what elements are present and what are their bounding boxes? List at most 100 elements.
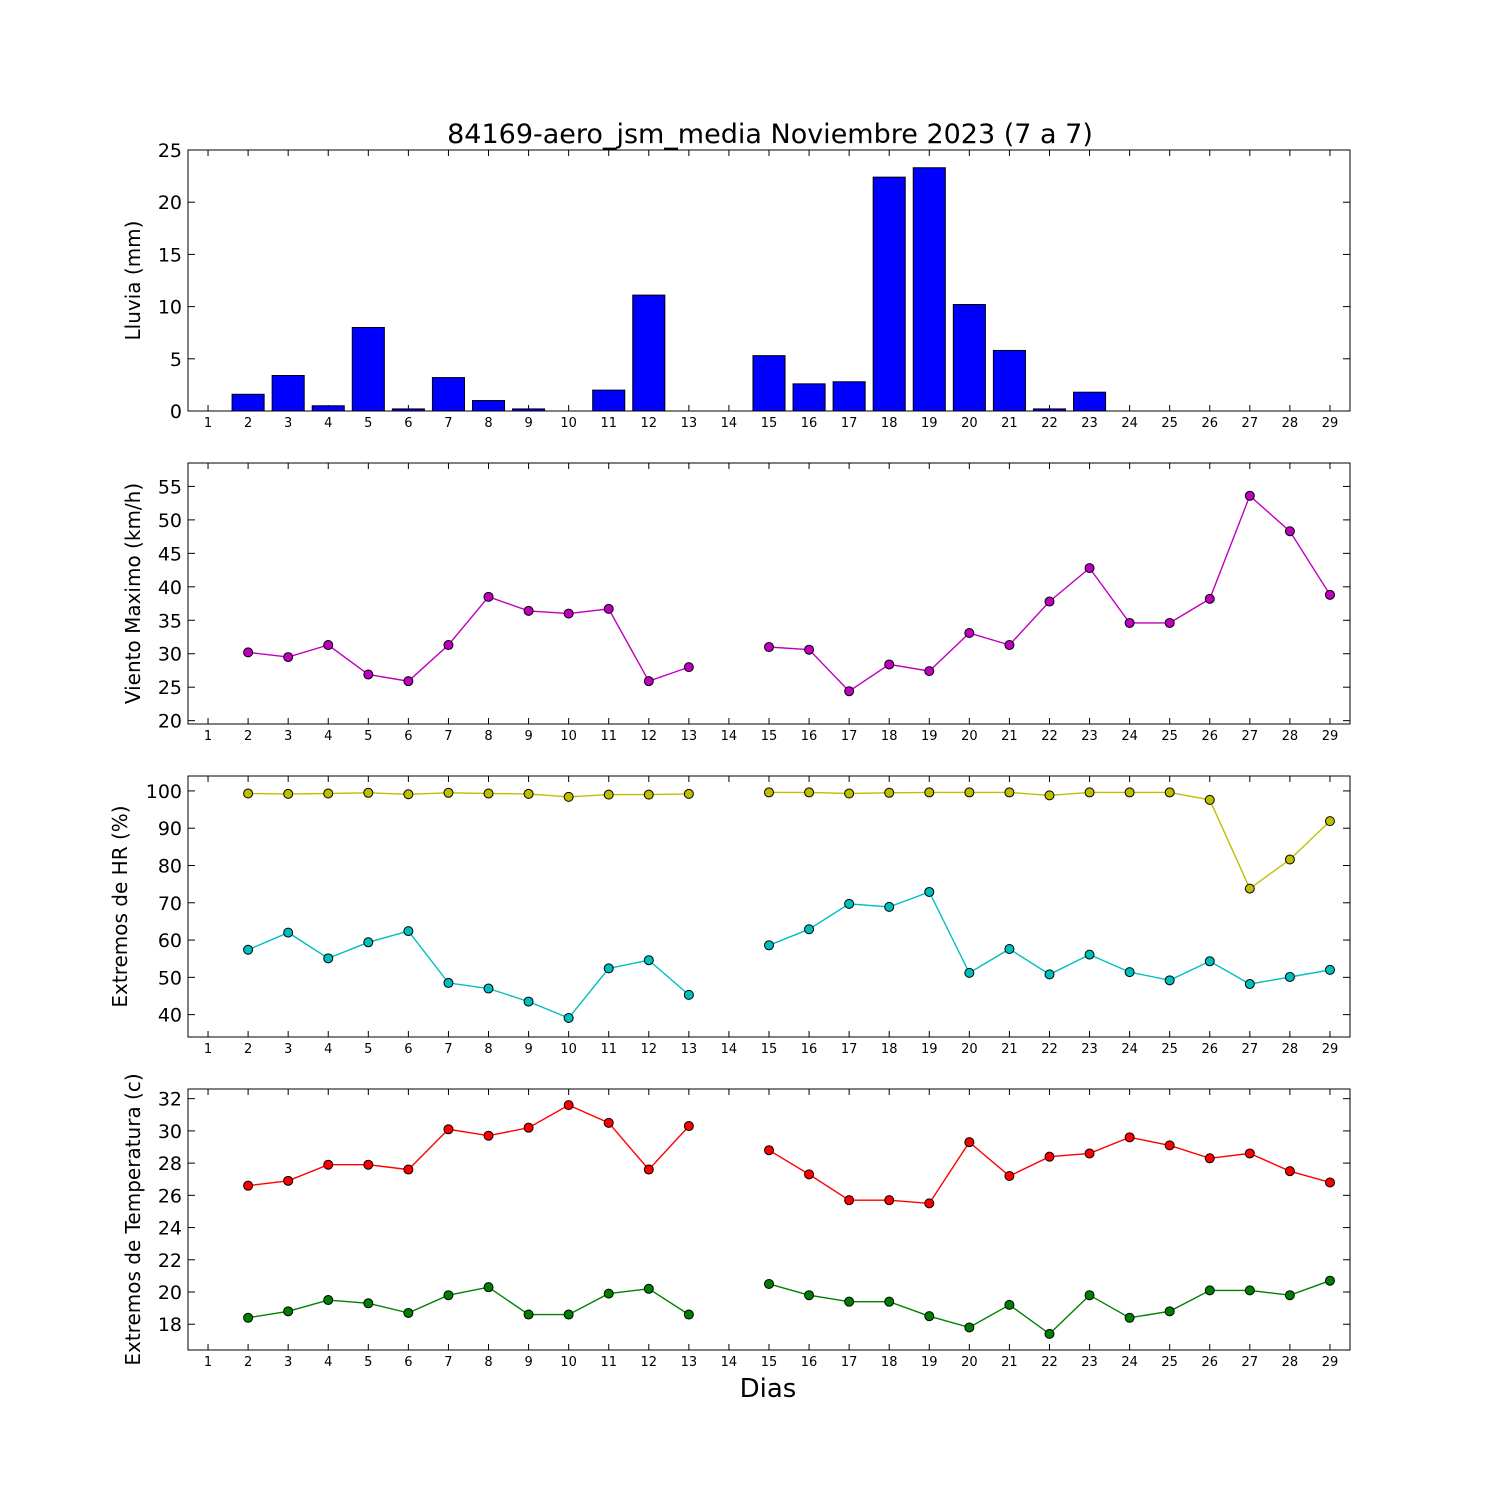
bar-day-15	[752, 355, 786, 412]
series-2-line	[247, 930, 690, 1019]
y-tick-label: 40	[158, 577, 182, 599]
x-tick-label: 3	[284, 1042, 292, 1057]
series-1-line	[768, 1136, 1331, 1205]
x-tick-label: 25	[1161, 1355, 1178, 1370]
x-tick-label: 3	[284, 729, 292, 744]
y-axis-label: Lluvia (mm)	[121, 221, 145, 341]
y-tick-label: 50	[158, 510, 182, 532]
series-2-point-day-6	[403, 1307, 414, 1318]
x-tick-label: 21	[1001, 729, 1018, 744]
bar-day-18	[872, 176, 906, 412]
x-tick-label: 18	[881, 1355, 898, 1370]
series-1-point-day-18	[884, 1195, 895, 1206]
series-2-point-day-15	[764, 1278, 774, 1289]
x-tick-label: 12	[641, 1042, 658, 1057]
series-1-line	[769, 791, 1331, 890]
x-tick-label: 13	[681, 416, 698, 431]
series-1-point-day-13	[683, 662, 694, 673]
x-tick-label: 16	[801, 416, 818, 431]
x-tick-label: 1	[204, 1355, 212, 1370]
series-2-point-day-2	[243, 1312, 254, 1323]
y-tick-label: 25	[158, 677, 182, 699]
bar-day-20	[952, 304, 986, 412]
y-tick-label: 90	[158, 818, 182, 840]
x-tick-label: 14	[721, 1355, 738, 1370]
y-tick-label: 22	[158, 1250, 182, 1272]
bar-day-6	[391, 408, 425, 412]
series-2-point-day-27	[1244, 1285, 1255, 1296]
x-tick-label: 26	[1201, 1042, 1218, 1057]
series-1-point-day-27	[1244, 490, 1255, 501]
x-tick-label: 8	[484, 1042, 492, 1057]
series-1-point-day-19	[924, 666, 935, 677]
series-1-point-day-6	[403, 676, 414, 687]
series-2-point-day-17	[844, 898, 855, 909]
x-tick-label: 26	[1201, 729, 1218, 744]
series-1-point-day-23	[1084, 563, 1095, 574]
y-tick-label: 30	[158, 1121, 182, 1143]
bar-day-7	[431, 377, 465, 412]
series-1-point-day-17	[844, 788, 855, 799]
x-tick-label: 27	[1242, 416, 1259, 431]
bar-day-8	[471, 400, 506, 412]
y-axis-label: Extremos de Temperatura (c)	[121, 1073, 145, 1365]
series-1-point-day-5	[363, 669, 374, 680]
bar-day-4	[311, 405, 345, 412]
x-tick-label: 22	[1041, 729, 1058, 744]
series-1-point-day-3	[283, 1175, 294, 1186]
y-tick-label: 35	[158, 610, 182, 632]
x-tick-label: 18	[881, 729, 898, 744]
x-tick-label: 16	[801, 1042, 818, 1057]
x-tick-label: 27	[1242, 1042, 1259, 1057]
x-tick-label: 28	[1282, 729, 1299, 744]
x-tick-label: 7	[444, 1355, 452, 1370]
series-1-point-day-22	[1044, 596, 1055, 607]
chart-title: 84169-aero_jsm_media Noviembre 2023 (7 a…	[447, 119, 1093, 150]
x-tick-label: 25	[1161, 729, 1178, 744]
y-tick-label: 18	[158, 1314, 182, 1336]
series-1-point-day-24	[1124, 617, 1135, 628]
series-1-point-day-16	[804, 1169, 815, 1180]
x-tick-label: 2	[244, 1042, 252, 1057]
series-2-point-day-9	[523, 996, 534, 1007]
series-1-point-day-21	[1004, 640, 1015, 651]
x-tick-label: 12	[641, 1355, 658, 1370]
x-tick-label: 6	[404, 1355, 412, 1370]
x-tick-label: 14	[721, 416, 738, 431]
axes-frame	[187, 462, 1351, 725]
x-tick-label: 15	[761, 1355, 778, 1370]
series-2-point-day-3	[283, 927, 294, 938]
x-tick-label: 3	[284, 416, 292, 431]
bar-day-19	[912, 167, 946, 412]
series-1-point-day-26	[1204, 593, 1215, 604]
series-1-point-day-16	[804, 644, 815, 655]
series-1-point-day-3	[283, 788, 294, 799]
series-2-point-day-4	[323, 953, 334, 964]
x-tick-label: 8	[484, 1355, 492, 1370]
x-tick-label: 5	[364, 729, 372, 744]
series-1-point-day-18	[884, 787, 895, 798]
y-tick-label: 5	[170, 349, 182, 371]
series-2-point-day-11	[603, 963, 614, 974]
series-2-point-day-8	[483, 983, 494, 994]
x-tick-label: 21	[1001, 1042, 1018, 1057]
y-axis-label: Viento Maximo (km/h)	[121, 483, 145, 704]
x-tick-label: 24	[1121, 1355, 1138, 1370]
x-tick-label: 23	[1081, 729, 1098, 744]
series-2-point-day-20	[964, 1322, 975, 1333]
series-1-point-day-21	[1004, 1171, 1015, 1181]
series-1-point-day-2	[243, 1180, 254, 1191]
x-tick-label: 10	[560, 1042, 577, 1057]
x-tick-label: 2	[244, 1355, 252, 1370]
series-2-point-day-10	[563, 1309, 574, 1320]
x-tick-label: 1	[204, 416, 212, 431]
bar-day-11	[592, 389, 626, 412]
x-tick-label: 23	[1081, 1042, 1098, 1057]
x-tick-label: 23	[1081, 416, 1098, 431]
series-2-point-day-23	[1084, 949, 1095, 960]
series-2-point-day-20	[964, 967, 975, 978]
series-1-point-day-9	[523, 605, 534, 616]
series-1-point-day-23	[1084, 1148, 1095, 1159]
x-tick-label: 15	[761, 1042, 778, 1057]
